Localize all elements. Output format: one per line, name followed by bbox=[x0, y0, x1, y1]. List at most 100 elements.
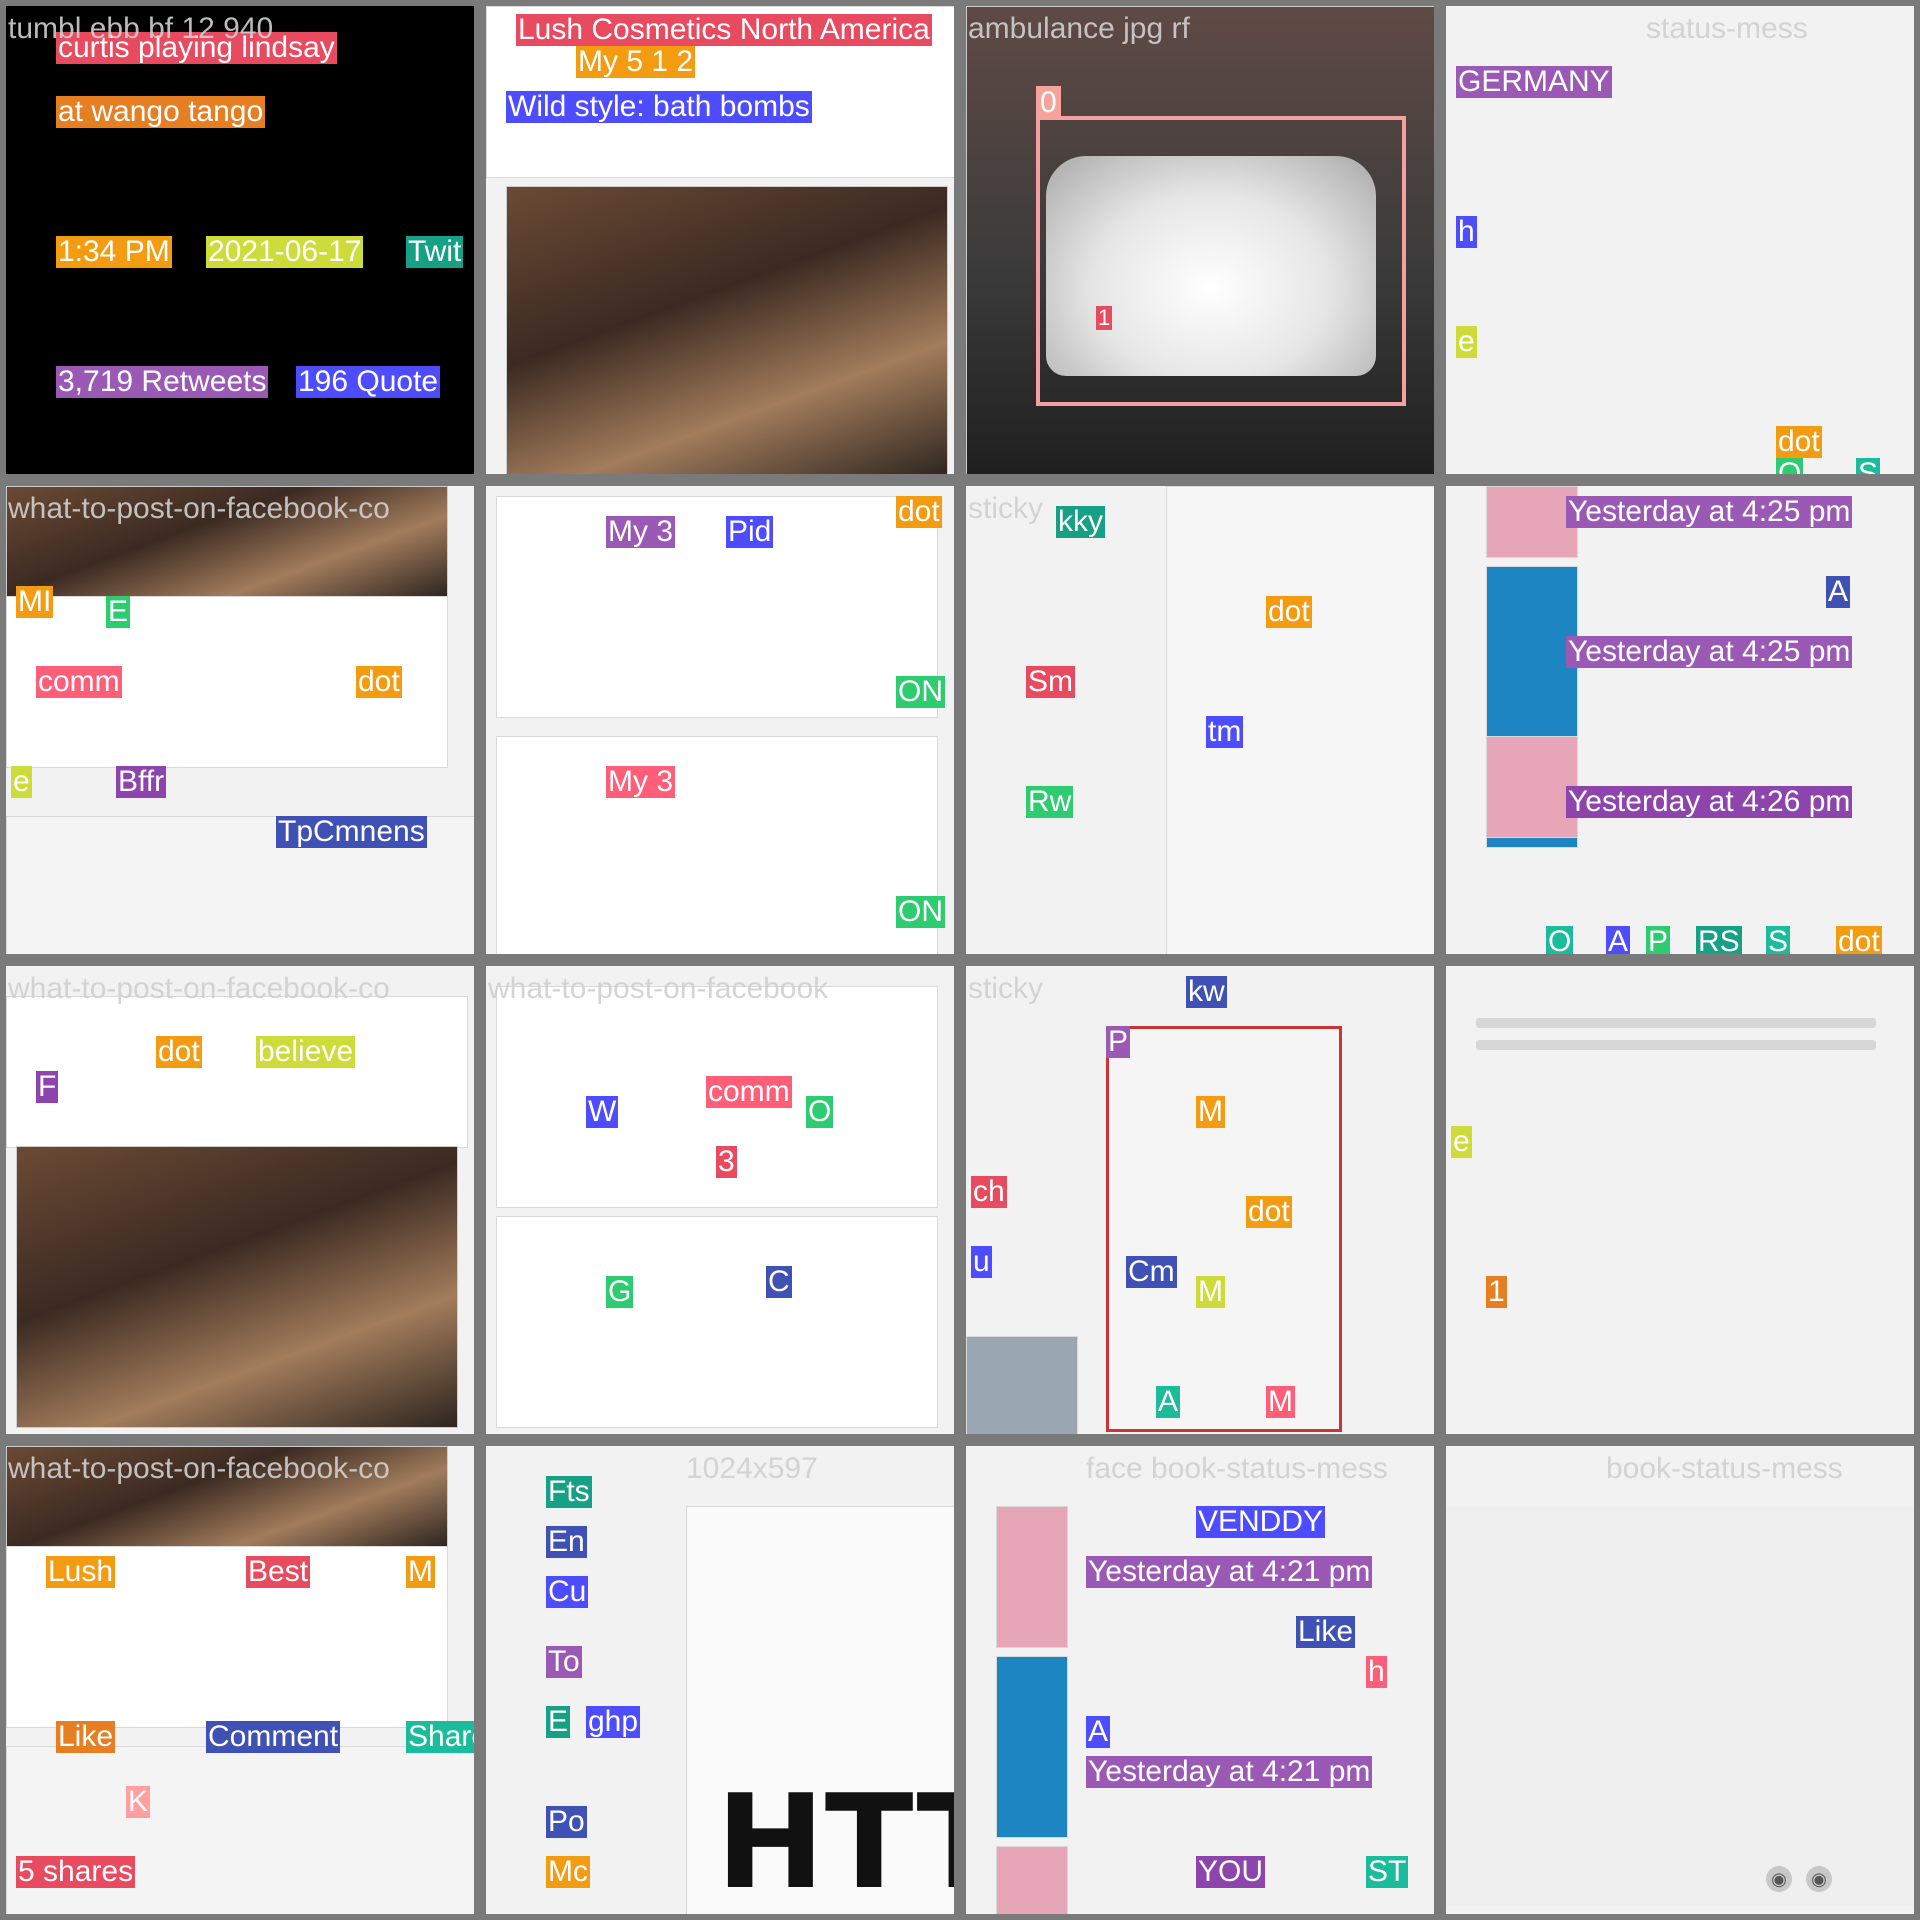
label: YOU bbox=[1196, 1855, 1266, 1888]
label: S bbox=[1766, 925, 1791, 958]
label: TpCmnens bbox=[276, 815, 427, 848]
tile-4: status-mess GERMANY h e dot O S bbox=[1440, 0, 1920, 480]
label: dot bbox=[1266, 595, 1312, 628]
tile-10: what-to-post-on-facebook comm O W 3 G C bbox=[480, 960, 960, 1440]
label: ON bbox=[896, 675, 945, 708]
tile-5: what-to-post-on-facebook-co MI E comm do… bbox=[0, 480, 480, 960]
pink-block bbox=[1486, 736, 1578, 838]
label: dot bbox=[1836, 925, 1882, 958]
tile-1: tumbl ebb bf 12 940 curtis playing linds… bbox=[0, 0, 480, 480]
tile-title: book-status-mess bbox=[1606, 1452, 1843, 1485]
label: 1:34 PM bbox=[56, 235, 172, 268]
tile-title: sticky bbox=[968, 972, 1043, 1005]
label: Fts bbox=[546, 1475, 592, 1508]
label: Cm bbox=[1126, 1255, 1177, 1288]
tile-title: tumbl ebb bf 12 940 bbox=[8, 12, 274, 45]
label: h bbox=[1366, 1655, 1387, 1688]
tile-11: sticky kw P M dot Cm M A M ch u bbox=[960, 960, 1440, 1440]
label: G bbox=[606, 1275, 634, 1308]
label: at wango tango bbox=[56, 95, 266, 128]
label: Cu bbox=[546, 1575, 589, 1608]
label: Po bbox=[546, 1805, 587, 1838]
blurred-page bbox=[1446, 1506, 1914, 1906]
highlighted-panel bbox=[1106, 1026, 1342, 1432]
label: P bbox=[1646, 925, 1671, 958]
label: My 3 bbox=[606, 515, 676, 548]
tile-title: what-to-post-on-facebook-co bbox=[8, 492, 390, 525]
label: Sm bbox=[1026, 665, 1075, 698]
label: dot bbox=[1246, 1195, 1292, 1228]
post-card bbox=[496, 1216, 938, 1428]
label: comm bbox=[706, 1075, 792, 1108]
label: A bbox=[1606, 925, 1631, 958]
label: Wild style: bath bombs bbox=[506, 90, 812, 123]
pink-block bbox=[1486, 486, 1578, 558]
camera-icon[interactable]: ◉ bbox=[1806, 1866, 1832, 1892]
label: Yesterday at 4:26 pm bbox=[1566, 785, 1853, 818]
tile-2: Lush Cosmetics North America My 5 1 2 Wi… bbox=[480, 0, 960, 480]
label: ON bbox=[896, 895, 945, 928]
label: GERMANY bbox=[1456, 65, 1612, 98]
tile-7: sticky kky dot Sm Rw tm bbox=[960, 480, 1440, 960]
label: En bbox=[546, 1525, 587, 1558]
label: E bbox=[106, 595, 131, 628]
label: My 3 bbox=[606, 765, 676, 798]
post-card bbox=[496, 496, 938, 718]
label: My 5 1 2 bbox=[576, 45, 696, 78]
tile-13: what-to-post-on-facebook-co Lush Best M … bbox=[0, 1440, 480, 1920]
tile-3: 0 ambulance jpg rf 1 bbox=[960, 0, 1440, 480]
label: Yesterday at 4:25 pm bbox=[1566, 495, 1853, 528]
label: e bbox=[1456, 325, 1477, 358]
tile-title: face book-status-mess bbox=[1086, 1452, 1388, 1485]
label: ST bbox=[1366, 1855, 1409, 1888]
label: e bbox=[1451, 1125, 1472, 1158]
tile-title: what-to-post-on-facebook bbox=[488, 972, 829, 1005]
label: O bbox=[1546, 925, 1574, 958]
tile-title: ambulance jpg rf bbox=[968, 12, 1190, 45]
detection-box-tag: 0 bbox=[1036, 86, 1061, 120]
label: 5 shares bbox=[16, 1855, 136, 1888]
label: A bbox=[1086, 1715, 1111, 1748]
ambulance-car bbox=[1046, 156, 1376, 376]
label: Yesterday at 4:25 pm bbox=[1566, 635, 1853, 668]
label: A bbox=[1826, 575, 1851, 608]
camera-icon[interactable]: ◉ bbox=[1766, 1866, 1792, 1892]
label: F bbox=[36, 1070, 59, 1103]
tile-14: 1024x597 Fts En Cu To E ghp Po Mc HTTP bbox=[480, 1440, 960, 1920]
label: S bbox=[1856, 458, 1881, 474]
label: h bbox=[1456, 215, 1477, 248]
label: ghp bbox=[586, 1705, 641, 1738]
comment-button[interactable]: Comment bbox=[206, 1720, 341, 1753]
blank-page bbox=[1466, 1006, 1886, 1062]
label: Yesterday at 4:21 pm bbox=[1086, 1755, 1373, 1788]
detection-box bbox=[1036, 116, 1406, 406]
label: K bbox=[126, 1785, 151, 1818]
label: u bbox=[971, 1245, 992, 1278]
like-button[interactable]: Like bbox=[56, 1720, 116, 1753]
label: 196 Quote bbox=[296, 365, 441, 398]
tile-6: dot My 3 Pid ON My 3 ON bbox=[480, 480, 960, 960]
label: Best bbox=[246, 1555, 311, 1588]
label: O bbox=[1776, 458, 1804, 474]
post-actions bbox=[6, 1746, 474, 1914]
post-photo bbox=[506, 186, 948, 474]
label: O bbox=[806, 1095, 834, 1128]
http-heading: HTTP bbox=[716, 1766, 954, 1918]
label: MI bbox=[16, 585, 54, 618]
label: C bbox=[766, 1265, 792, 1298]
tile-title: what-to-post-on-facebook-co bbox=[8, 972, 390, 1005]
tile-12: e 1 bbox=[1440, 960, 1920, 1440]
label: Rw bbox=[1026, 785, 1074, 818]
share-button[interactable]: Share bbox=[406, 1721, 474, 1753]
label: dot bbox=[896, 495, 942, 528]
post-photo bbox=[6, 1446, 448, 1548]
label: W bbox=[586, 1095, 619, 1128]
label: dot bbox=[1776, 425, 1822, 458]
label: dot bbox=[356, 665, 402, 698]
label: comm bbox=[36, 665, 122, 698]
label: Yesterday at 4:21 pm bbox=[1086, 1555, 1373, 1588]
label: A bbox=[1156, 1385, 1181, 1418]
tile-8: Yesterday at 4:25 pm A Yesterday at 4:25… bbox=[1440, 480, 1920, 960]
label: M bbox=[1196, 1275, 1225, 1308]
pink-block bbox=[996, 1506, 1068, 1648]
